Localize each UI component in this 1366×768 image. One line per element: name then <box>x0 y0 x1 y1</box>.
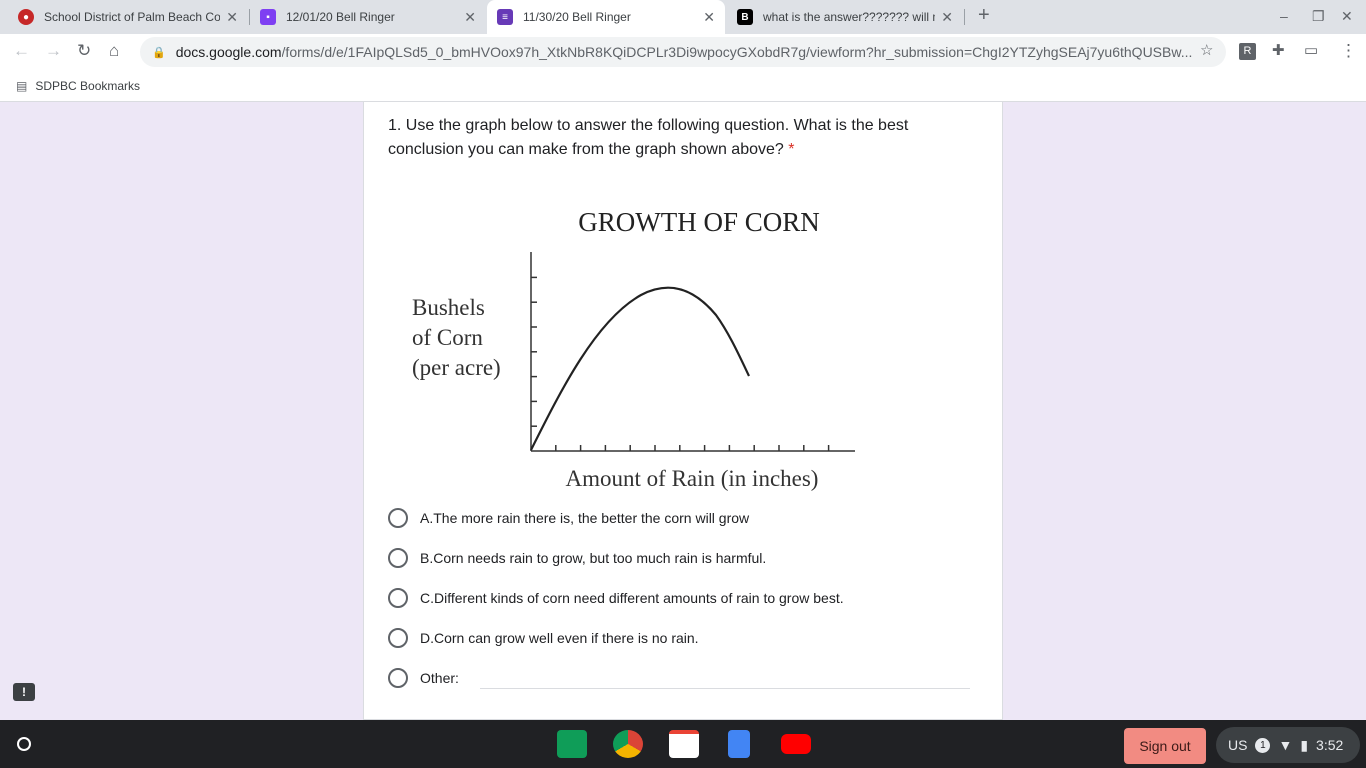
launcher-button[interactable] <box>10 730 38 758</box>
back-icon[interactable]: ← <box>13 41 30 60</box>
menu-icon[interactable]: ⋮ <box>1340 41 1357 60</box>
graph-xlabel: Amount of Rain (in inches) <box>566 466 819 491</box>
radio-button[interactable] <box>388 668 408 688</box>
tab-title: School District of Palm Beach County <box>44 10 221 24</box>
graph-axes <box>530 252 855 452</box>
question-text: 1. Use the graph below to answer the fol… <box>388 117 909 158</box>
profile-extension-icon[interactable]: R <box>1239 43 1256 60</box>
tab-title: what is the answer??????? will mark <box>763 10 935 24</box>
google-docs-app-icon[interactable] <box>728 730 750 758</box>
report-feedback-icon[interactable]: ! <box>13 683 35 701</box>
tab-11-30-bell-ringer[interactable]: ≡ 11/30/20 Bell Ringer ✕ <box>487 0 725 34</box>
reload-icon[interactable]: ↻ <box>77 41 92 60</box>
bookmark-folder[interactable]: SDPBC Bookmarks <box>35 78 141 93</box>
other-text-input[interactable] <box>480 688 970 689</box>
option-c[interactable]: C.Different kinds of corn need different… <box>388 588 844 608</box>
new-tab-button[interactable]: + <box>978 4 990 26</box>
brainly-icon: B <box>737 9 753 25</box>
sign-out-button[interactable]: Sign out <box>1124 728 1206 764</box>
chrome-app-icon[interactable] <box>613 730 643 758</box>
radio-button[interactable] <box>388 508 408 528</box>
sdpbc-icon: ● <box>18 9 34 25</box>
extensions-icon[interactable]: ✚ <box>1272 42 1285 59</box>
option-a[interactable]: A.The more rain there is, the better the… <box>388 508 749 528</box>
tab-12-01-bell-ringer[interactable]: ▪ 12/01/20 Bell Ringer ✕ <box>250 0 486 34</box>
clock: 3:52 <box>1316 737 1344 753</box>
tab-sdpbc[interactable]: ● School District of Palm Beach County ✕ <box>8 0 248 34</box>
google-classroom-app-icon[interactable] <box>557 730 587 758</box>
tab-title: 12/01/20 Bell Ringer <box>286 10 395 24</box>
cast-icon[interactable]: ▭ <box>1304 42 1319 59</box>
graph-curve <box>530 286 750 451</box>
browser-toolbar: ← → ↻ ⌂ 🔒 docs.google.com /forms/d/e/1FA… <box>0 34 1366 70</box>
forms-icon: ≡ <box>497 9 513 25</box>
tab-title: 11/30/20 Bell Ringer <box>523 10 631 24</box>
option-b[interactable]: B.Corn needs rain to grow, but too much … <box>388 548 766 568</box>
close-window-button[interactable]: ✕ <box>1341 8 1353 24</box>
radio-button[interactable] <box>388 548 408 568</box>
url-host: docs.google.com <box>175 44 282 60</box>
wifi-icon: ▼ <box>1278 737 1293 753</box>
radio-button[interactable] <box>388 628 408 648</box>
lock-icon: 🔒 <box>152 46 166 59</box>
graph-title: GROWTH OF CORN <box>578 207 820 237</box>
tab-strip: ● School District of Palm Beach County ✕… <box>0 0 1366 34</box>
classroom-assignment-icon: ▪ <box>260 9 276 25</box>
home-icon[interactable]: ⌂ <box>109 41 120 60</box>
close-tab-icon[interactable]: ✕ <box>226 8 238 25</box>
graph-ylabel: Bushels of Corn (per acre) <box>412 295 501 380</box>
input-method: US <box>1228 737 1248 753</box>
tab-brainly[interactable]: B what is the answer??????? will mark ✕ <box>727 0 963 34</box>
taskbar: Sign out US 1 ▼ ▮ 3:52 <box>0 720 1366 768</box>
status-tray[interactable]: US 1 ▼ ▮ 3:52 <box>1216 727 1360 763</box>
minimize-button[interactable]: – <box>1280 8 1288 24</box>
close-tab-icon[interactable]: ✕ <box>703 8 715 25</box>
required-mark: * <box>788 141 795 158</box>
forward-icon[interactable]: → <box>45 41 62 60</box>
folder-icon: ▤ <box>16 78 28 93</box>
gmail-app-icon[interactable] <box>669 730 699 758</box>
bookmarks-bar: ▤ SDPBC Bookmarks <box>0 70 1366 102</box>
restore-button[interactable]: ❐ <box>1312 8 1325 24</box>
notification-count-badge: 1 <box>1255 737 1271 753</box>
question-card: 1. Use the graph below to answer the fol… <box>363 102 1003 720</box>
bookmark-star-icon[interactable]: ☆ <box>1200 42 1214 59</box>
close-tab-icon[interactable]: ✕ <box>941 8 953 25</box>
close-tab-icon[interactable]: ✕ <box>464 8 476 25</box>
option-d[interactable]: D.Corn can grow well even if there is no… <box>388 628 699 648</box>
question-graph-image: GROWTH OF CORN Bushels of Corn (per acre… <box>412 207 855 491</box>
option-other[interactable]: Other: <box>388 668 459 688</box>
youtube-app-icon[interactable] <box>781 734 811 754</box>
battery-icon: ▮ <box>1300 736 1309 753</box>
url-path: /forms/d/e/1FAIpQLSd5_0_bmHVOox97h_XtkNb… <box>281 44 1193 60</box>
address-bar[interactable]: 🔒 docs.google.com /forms/d/e/1FAIpQLSd5_… <box>140 37 1226 67</box>
radio-button[interactable] <box>388 588 408 608</box>
